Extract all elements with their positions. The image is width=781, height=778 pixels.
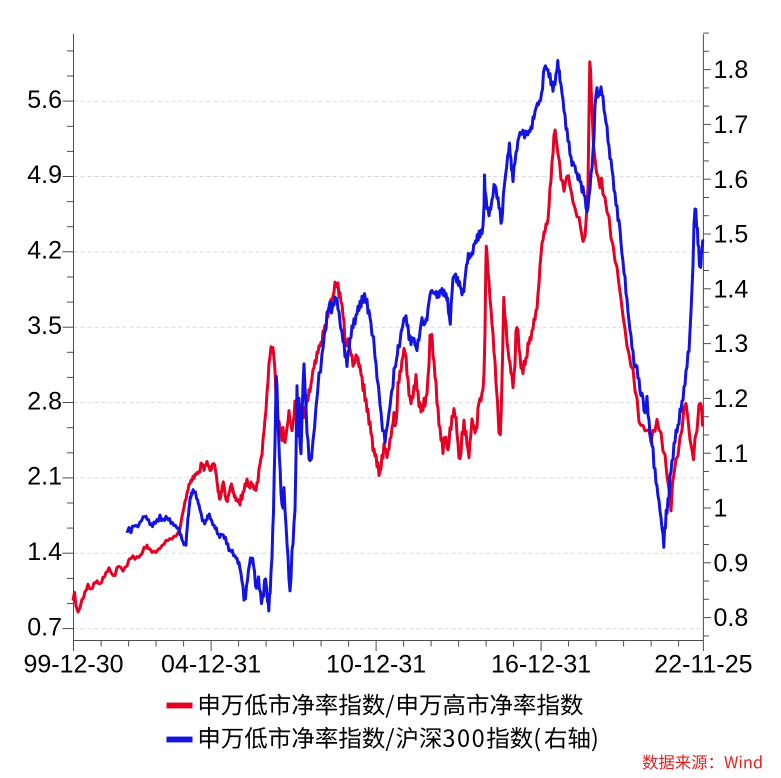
svg-text:1.1: 1.1 [714, 440, 749, 468]
svg-text:2.1: 2.1 [27, 463, 62, 491]
svg-text:1.5: 1.5 [714, 221, 749, 249]
svg-text:3.5: 3.5 [27, 312, 62, 340]
svg-text:0.8: 0.8 [714, 604, 749, 632]
svg-text:04-12-31: 04-12-31 [161, 651, 261, 679]
svg-text:99-12-30: 99-12-30 [23, 651, 123, 679]
svg-text:1.4: 1.4 [714, 275, 749, 303]
svg-text:5.6: 5.6 [27, 86, 62, 114]
svg-text:16-12-31: 16-12-31 [491, 651, 591, 679]
svg-text:1.4: 1.4 [27, 538, 62, 566]
svg-text:10-12-31: 10-12-31 [326, 651, 426, 679]
svg-text:22-11-25: 22-11-25 [654, 651, 752, 679]
svg-text:4.9: 4.9 [27, 161, 62, 189]
svg-text:4.2: 4.2 [27, 237, 62, 265]
svg-text:1.2: 1.2 [714, 385, 749, 413]
svg-text:1.3: 1.3 [714, 330, 749, 358]
svg-text:2.8: 2.8 [27, 387, 62, 415]
svg-text:1.7: 1.7 [714, 111, 749, 139]
svg-text:1.6: 1.6 [714, 166, 749, 194]
svg-text:0.9: 0.9 [714, 549, 749, 577]
svg-text:1: 1 [714, 495, 728, 523]
svg-text:0.7: 0.7 [27, 613, 62, 641]
svg-text:1.8: 1.8 [714, 56, 749, 84]
